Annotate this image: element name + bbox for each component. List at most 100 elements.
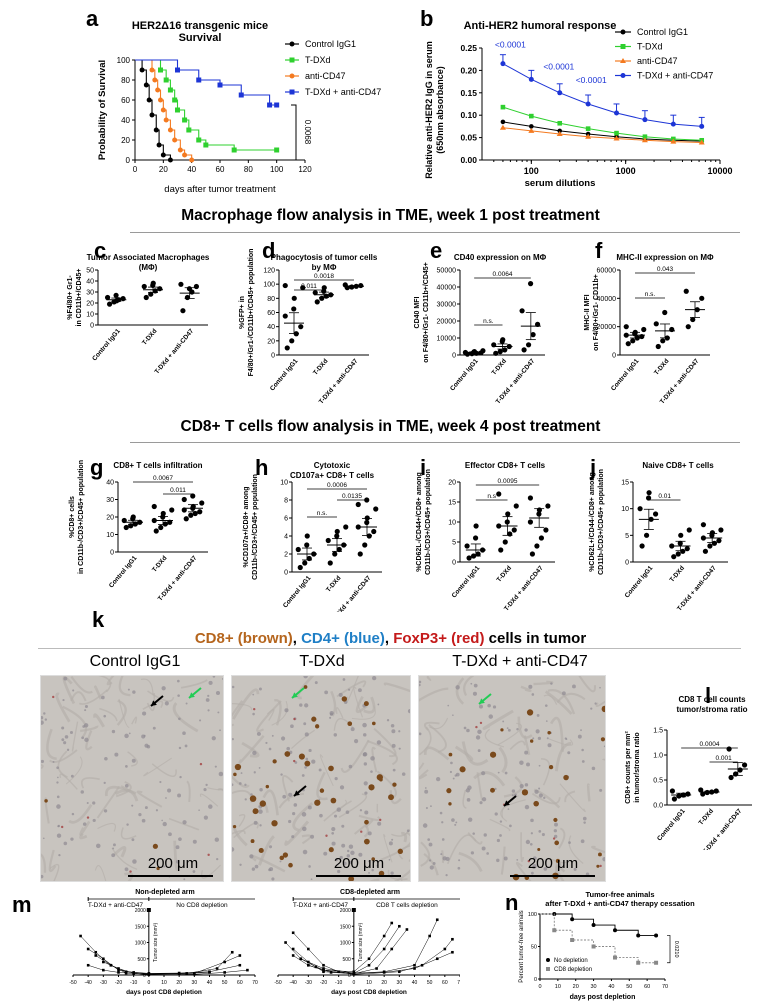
y-tick-label: 0.15 <box>460 88 477 98</box>
y-axis-label: CD8+ counts per mm² <box>625 731 632 804</box>
survival-point <box>570 917 575 922</box>
y-axis-label: Percent tumor-free animals <box>519 910 525 982</box>
x-tick-label: 10 <box>366 980 372 986</box>
pvalue: 0.01 <box>658 493 671 500</box>
pvalue: 0.0004 <box>700 741 720 748</box>
survival-point <box>267 102 273 108</box>
section-title-macrophage: Macrophage flow analysis in TME, week 1 … <box>181 207 600 224</box>
legend-label: No depletion <box>554 958 588 964</box>
y-tick-label: 10000 <box>437 336 457 343</box>
cd8-cell <box>489 751 497 758</box>
cd8-cell <box>529 739 534 743</box>
cd8-cell <box>249 795 257 802</box>
data-point <box>193 283 200 290</box>
y-tick-label: 0 <box>348 973 351 979</box>
data-point <box>325 537 331 544</box>
y-axis-label: in CD11b-/CD3+/CD45+ population <box>78 460 85 574</box>
legend-rest: cells in tumor <box>484 630 587 647</box>
cd8-cell <box>392 782 397 787</box>
black-arrow-icon <box>293 785 307 797</box>
data-point <box>528 127 535 133</box>
treatment-bar-label: T-DXd + anti-CD47 <box>293 902 348 909</box>
data-point <box>660 338 666 344</box>
scale-bar-label-3: 200 μm <box>527 855 579 872</box>
y-tick-label: 120 <box>263 268 275 275</box>
y-tick-label: 40000 <box>597 296 617 303</box>
data-point <box>321 285 327 291</box>
y-tick-label: 15 <box>621 480 629 487</box>
pvalue: n.s <box>487 493 496 500</box>
data-point <box>162 521 168 527</box>
data-point <box>543 527 549 533</box>
x-tick-label: 120 <box>298 165 312 174</box>
scale-bar-3 <box>510 875 595 877</box>
data-point <box>718 527 724 533</box>
pvalue: 0.0067 <box>153 475 173 482</box>
micrograph-combo <box>418 675 606 882</box>
data-point <box>496 491 502 497</box>
chart-b-ylabel1: Relative anti-HER2 IgG in serum <box>424 41 434 179</box>
data-point <box>184 294 191 301</box>
y-tick-label: 40 <box>121 116 130 125</box>
survival-point <box>160 107 166 113</box>
data-point <box>556 131 563 137</box>
panel-letter-c: c <box>94 238 107 263</box>
y-tick-label: 100 <box>117 56 131 65</box>
cd8-cell <box>500 728 504 732</box>
cd8-cell <box>537 848 541 852</box>
y-tick-label: 30000 <box>437 302 457 309</box>
chart-b-xlabel: serum dilutions <box>525 178 596 189</box>
x-tick-label: 60 <box>216 165 225 174</box>
y-tick-label: 0.5 <box>653 778 663 785</box>
y-tick-label: 0 <box>284 570 288 577</box>
x-category-label: T-DXd <box>141 328 158 347</box>
data-point <box>671 554 677 560</box>
survival-point <box>167 87 173 93</box>
data-point <box>623 324 629 330</box>
cd8-cell <box>490 787 495 793</box>
black-arrow-icon <box>503 795 517 807</box>
data-point <box>355 501 361 508</box>
x-axis-label: days post CD8 depletion <box>331 989 407 996</box>
data-point <box>160 510 166 517</box>
legend-label: anti-CD47 <box>637 56 678 66</box>
x-tick-label: 70 <box>252 980 258 986</box>
data-point <box>282 313 288 319</box>
data-point <box>499 124 506 130</box>
pvalue: 0.011 <box>170 487 186 494</box>
y-tick-label: 0.05 <box>460 133 477 143</box>
survival-point <box>613 928 617 933</box>
data-point <box>319 295 325 301</box>
y-axis-label: %CD107a+/CD8+ among <box>243 487 250 568</box>
cd8-cell <box>330 797 337 804</box>
x-tick-label: 50 <box>626 984 632 990</box>
y-tick-label: 10 <box>448 520 456 527</box>
tumor-growth-line <box>292 926 400 974</box>
survival-point <box>155 87 161 93</box>
survival-point <box>163 77 169 83</box>
data-point <box>291 295 297 301</box>
y-tick-label: 30 <box>106 497 114 504</box>
pvalue: 0.001 <box>716 755 733 762</box>
survival-point <box>217 82 223 88</box>
x-tick-label: 40 <box>207 980 213 986</box>
data-point <box>197 509 203 515</box>
cd8-cell <box>363 838 370 845</box>
x-tick-label: 100 <box>270 165 284 174</box>
cd8-cell <box>304 760 311 767</box>
cd8-cell <box>232 824 237 829</box>
y-tick-label: 0 <box>612 353 616 360</box>
data-point <box>373 506 379 512</box>
data-point <box>188 512 194 518</box>
data-point <box>711 540 718 546</box>
cd8-cell <box>371 857 376 861</box>
scatter-chart-f: MHC-II expression on MΦ 0 20000 40000 60000 M… <box>584 253 714 405</box>
y-tick-label: 1.5 <box>653 728 663 735</box>
y-axis-label: on F4/80+/Gr1- CD11b+ <box>593 274 600 351</box>
y-axis-label: %CD62L-/CD44+/CD8+ among <box>416 472 423 572</box>
cd8-cell <box>259 800 267 807</box>
data-point <box>314 299 320 305</box>
chart-title: CD8+ T cells infiltration <box>113 461 202 470</box>
x-tick-label: 0 <box>133 165 138 174</box>
panel-letter-n: n <box>505 890 519 915</box>
